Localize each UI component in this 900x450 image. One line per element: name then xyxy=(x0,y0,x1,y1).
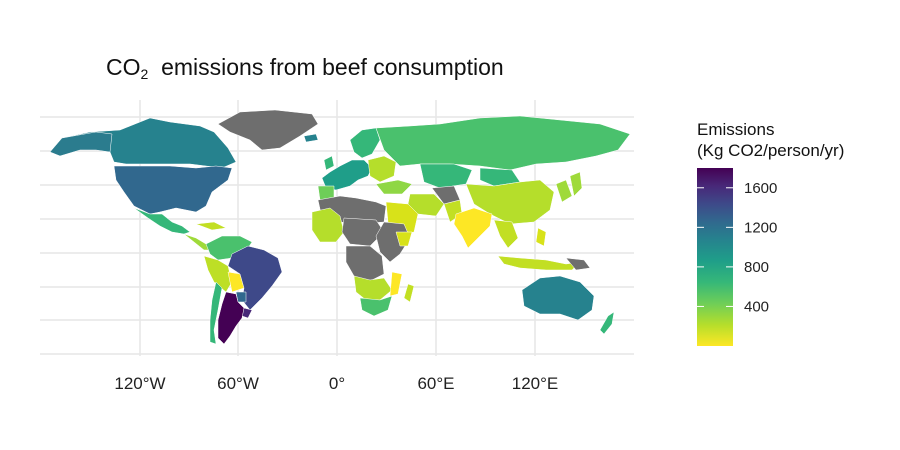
region-mexico xyxy=(133,207,191,235)
region-peru xyxy=(203,255,233,293)
region-madagascar xyxy=(403,283,415,303)
region-mozambique xyxy=(389,271,403,297)
region-west-africa xyxy=(311,207,345,243)
region-china xyxy=(465,179,555,225)
region-alaska xyxy=(49,131,113,157)
x-tick-label: 0° xyxy=(329,374,345,393)
land-masses xyxy=(49,109,631,345)
legend-tick-label: 400 xyxy=(744,298,769,315)
region-eastern-europe xyxy=(367,155,397,183)
legend-title-line2: (Kg CO2/person/yr) xyxy=(697,141,844,160)
x-tick-label: 60°W xyxy=(217,374,259,393)
region-turkey xyxy=(375,179,413,195)
region-japan xyxy=(569,171,583,197)
legend-ticks xyxy=(697,187,733,307)
region-new-zealand xyxy=(599,311,615,335)
region-chile xyxy=(209,281,223,345)
region-korea-japan xyxy=(555,179,573,203)
region-usa xyxy=(113,165,233,215)
legend-tick-label: 1200 xyxy=(744,219,777,236)
region-philippines xyxy=(535,227,547,247)
legend-title-line1: Emissions xyxy=(697,120,774,139)
region-india xyxy=(453,207,493,249)
legend-tick-labels: 1600 1200 800 400 xyxy=(744,180,777,316)
region-caribbean xyxy=(195,221,227,231)
region-argentina xyxy=(217,291,245,345)
region-horn-africa xyxy=(395,231,413,247)
x-tick-label: 120°E xyxy=(512,374,559,393)
region-uk xyxy=(323,155,335,171)
region-central-africa xyxy=(345,245,385,283)
legend-colorbar xyxy=(697,168,733,346)
region-greenland xyxy=(217,109,319,151)
region-russia xyxy=(375,115,631,171)
x-tick-label: 120°W xyxy=(114,374,165,393)
legend: Emissions (Kg CO2/person/yr) 1600 1200 800… xyxy=(697,120,844,346)
x-axis: 120°W 60°W 0° 60°E 120°E xyxy=(114,374,558,393)
region-iceland xyxy=(303,133,319,143)
region-png xyxy=(565,257,591,271)
region-southern-africa xyxy=(359,295,393,317)
region-australia xyxy=(521,275,595,321)
region-brazil xyxy=(227,245,283,311)
region-scandinavia xyxy=(349,127,381,159)
map-title: CO2 emissions from beef consumption xyxy=(106,54,504,82)
region-angola-zambia xyxy=(353,275,393,301)
x-tick-label: 60°E xyxy=(417,374,454,393)
legend-tick-label: 1600 xyxy=(744,180,777,197)
legend-tick-label: 800 xyxy=(744,259,769,276)
region-southeast-asia xyxy=(493,219,519,249)
